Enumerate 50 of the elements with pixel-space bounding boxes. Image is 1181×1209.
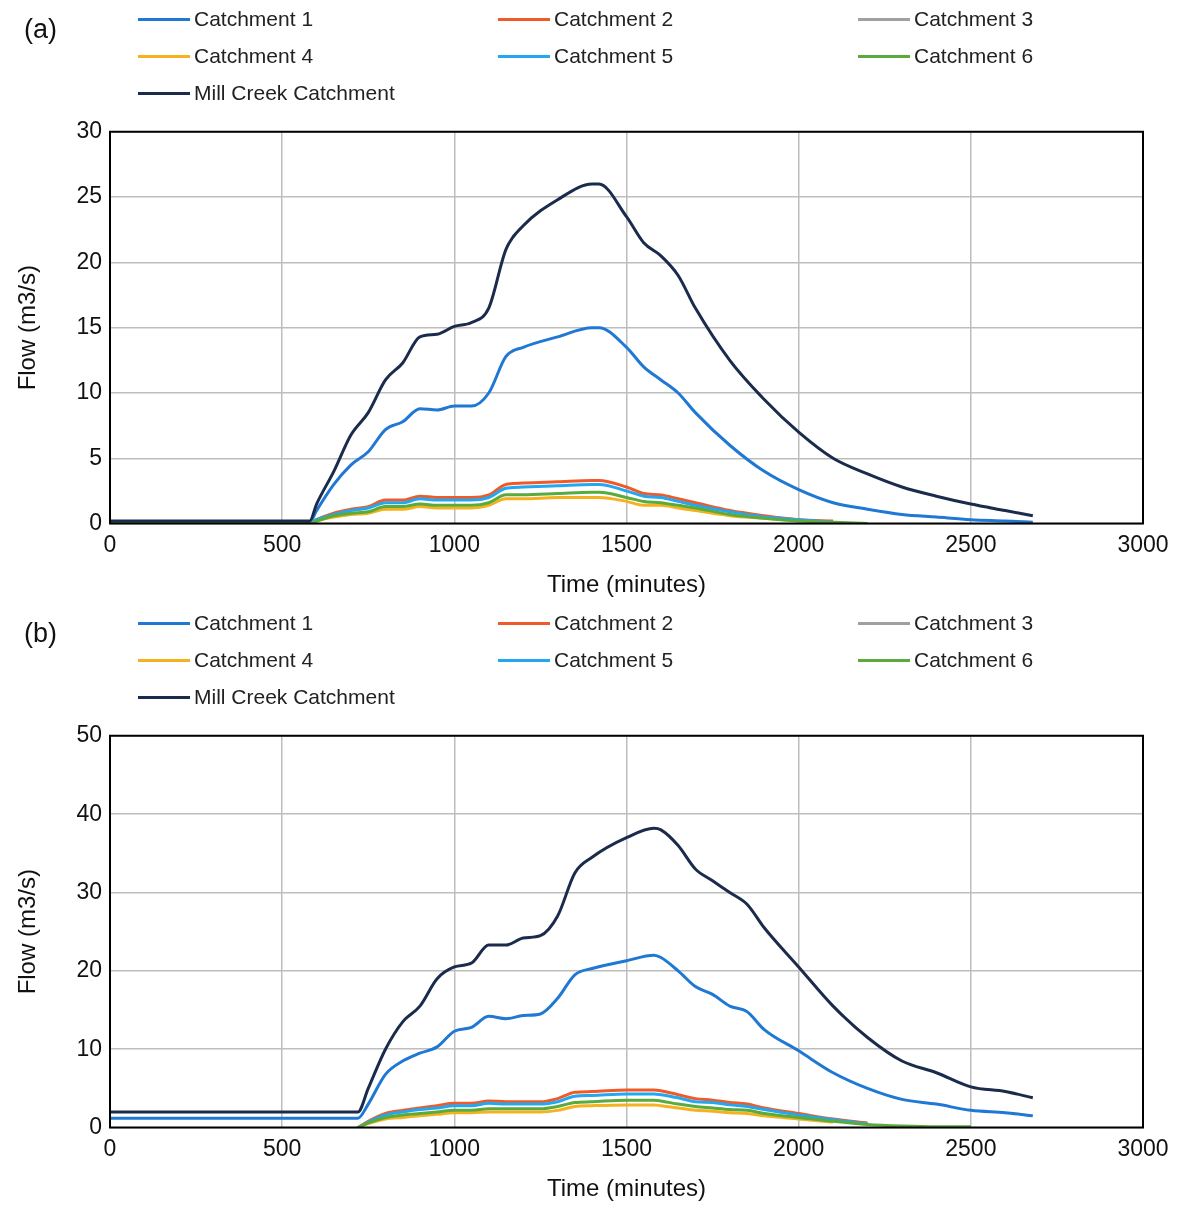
y-tick-label: 5 [89,443,102,470]
x-tick-label: 1000 [428,530,480,557]
y-tick-label: 30 [76,117,102,144]
x-tick-label: 1000 [428,1134,480,1161]
legend-label: Mill Creek Catchment [194,81,395,105]
line-series [110,826,1035,1114]
x-tick-label: 2000 [773,530,825,557]
chart-title: (a) [24,14,57,45]
y-tick-label: 40 [76,799,102,826]
y-axis-title: Flow (m3/s) [13,265,41,391]
legend-label: Mill Creek Catchment [194,685,395,709]
y-axis-title: Flow (m3/s) [13,869,41,995]
legend-label: Catchment 3 [914,611,1034,635]
legend-label: Catchment 1 [194,611,314,635]
x-tick-label: 2500 [945,1134,997,1161]
x-tick-label: 1500 [600,530,653,557]
x-tick-label: 2000 [773,1134,825,1161]
legend-label: Catchment 6 [914,648,1034,672]
legend-label: Catchment 4 [194,648,314,672]
legend-label: Catchment 4 [194,44,314,68]
x-tick-label: 3000 [1117,1134,1169,1161]
legend-label: Catchment 5 [554,648,674,672]
line-series [110,490,870,524]
x-tick-label: 3000 [1117,530,1169,557]
y-tick-label: 30 [76,877,102,904]
y-tick-label: 10 [76,1034,102,1061]
line-series [356,1098,973,1128]
x-tick-label: 500 [262,530,302,557]
x-axis-title: Time (minutes) [546,1174,707,1202]
x-tick-label: 500 [262,1134,302,1161]
legend-label: Catchment 1 [194,7,314,31]
y-tick-label: 25 [76,182,102,209]
line-series [110,953,1035,1120]
legend-label: Catchment 5 [554,44,674,68]
line-series [110,182,1035,523]
legend-label: Catchment 6 [914,44,1034,68]
y-tick-label: 0 [89,1112,102,1139]
x-tick-label: 1500 [600,1134,653,1161]
legend-label: Catchment 2 [554,611,674,635]
y-tick-label: 20 [76,247,102,274]
y-tick-label: 0 [89,508,102,535]
y-tick-label: 20 [76,956,102,983]
legend-label: Catchment 3 [914,7,1034,31]
x-tick-label: 2500 [945,530,997,557]
legend-label: Catchment 2 [554,7,674,31]
chart-title: (b) [24,618,57,649]
y-tick-label: 50 [76,721,102,748]
y-tick-label: 10 [76,378,102,405]
y-tick-label: 15 [76,313,102,340]
x-axis-title: Time (minutes) [546,570,707,598]
